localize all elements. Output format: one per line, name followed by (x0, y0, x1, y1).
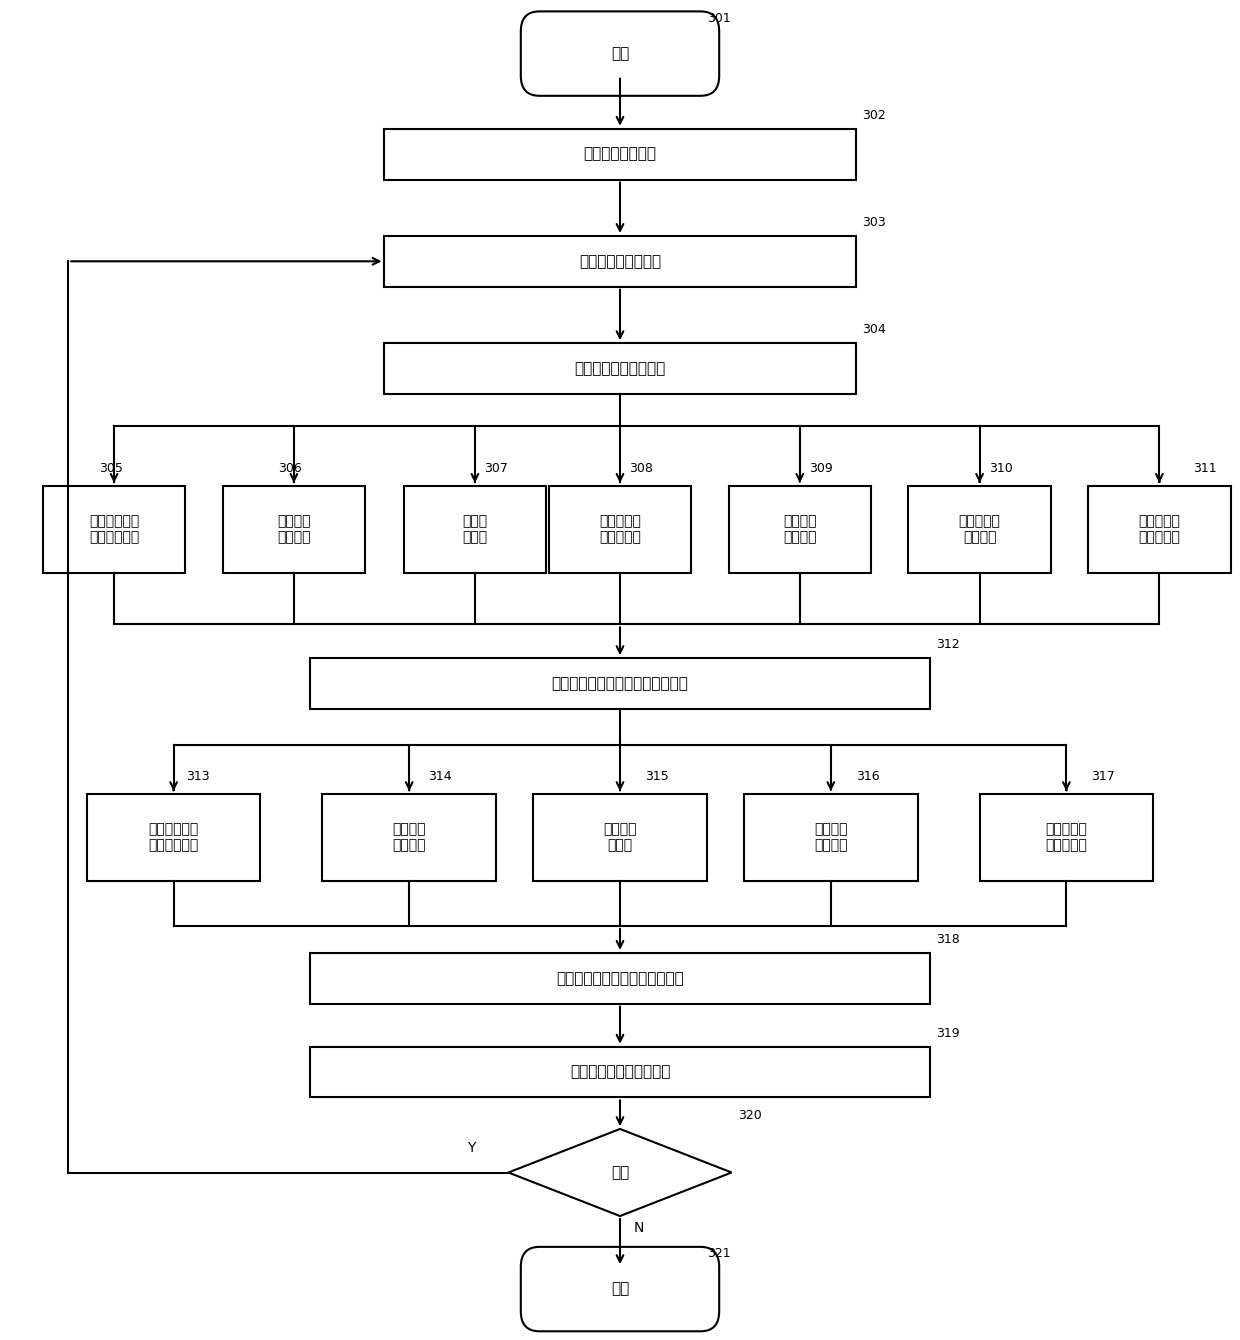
Text: 大气数据
系统仿真: 大气数据 系统仿真 (277, 515, 311, 544)
Bar (87, 793, 260, 882)
Bar (310, 658, 930, 709)
Text: 305: 305 (98, 462, 123, 476)
Text: 开始: 开始 (611, 46, 629, 62)
Bar (908, 486, 1052, 574)
Text: 314: 314 (428, 770, 451, 783)
Bar (384, 129, 856, 180)
Bar (223, 486, 365, 574)
Text: 320: 320 (738, 1110, 761, 1123)
Text: 设置各仿真模型的参数: 设置各仿真模型的参数 (574, 360, 666, 377)
Text: 读取仿真状态与参数: 读取仿真状态与参数 (579, 253, 661, 269)
Text: 306: 306 (278, 462, 303, 476)
Polygon shape (508, 1128, 732, 1217)
Text: 中央维护系
统设置仿真: 中央维护系 统设置仿真 (1138, 515, 1180, 544)
Text: 惯导系
统仿真: 惯导系 统仿真 (463, 515, 487, 544)
Bar (744, 793, 918, 882)
Text: 油门执行
机构仿真: 油门执行 机构仿真 (392, 823, 427, 852)
Text: 飞行状态
显示仿真: 飞行状态 显示仿真 (813, 823, 848, 852)
Text: 主飞行控制计
算机状态仿真: 主飞行控制计 算机状态仿真 (149, 823, 198, 852)
Bar (729, 486, 870, 574)
Text: 307: 307 (484, 462, 508, 476)
Bar (42, 486, 186, 574)
Bar (322, 793, 496, 882)
FancyBboxPatch shape (521, 12, 719, 96)
Text: 308: 308 (629, 462, 653, 476)
Text: 318: 318 (936, 933, 960, 946)
Text: 317: 317 (1091, 770, 1115, 783)
Text: 302: 302 (862, 109, 885, 122)
Bar (533, 793, 707, 882)
Text: 继续: 继续 (611, 1164, 629, 1181)
Text: 315: 315 (645, 770, 668, 783)
Text: 319: 319 (936, 1026, 960, 1040)
FancyBboxPatch shape (521, 1246, 719, 1332)
Text: 310: 310 (990, 462, 1013, 476)
Text: 301: 301 (707, 12, 730, 25)
Text: 发动机参数
系统仿真: 发动机参数 系统仿真 (959, 515, 1001, 544)
Bar (384, 343, 856, 394)
Text: 状态参数解析显示、分析: 状态参数解析显示、分析 (570, 1064, 670, 1080)
Text: 304: 304 (862, 323, 885, 336)
Bar (549, 486, 692, 574)
Text: 303: 303 (862, 216, 885, 229)
Text: 初始化信号接口板: 初始化信号接口板 (584, 146, 656, 162)
Text: N: N (634, 1221, 644, 1235)
Text: 设置自动飞行控制系统状态、参数: 设置自动飞行控制系统状态、参数 (552, 675, 688, 691)
Bar (310, 953, 930, 1004)
Text: 主飞行控制计
算机状态仿真: 主飞行控制计 算机状态仿真 (89, 515, 139, 544)
Bar (384, 236, 856, 287)
Bar (310, 1047, 930, 1097)
Text: 飞行管理
系统仿真: 飞行管理 系统仿真 (782, 515, 817, 544)
Text: 结束: 结束 (611, 1281, 629, 1297)
Text: 311: 311 (1193, 462, 1218, 476)
Text: 回传作动
器仿真: 回传作动 器仿真 (603, 823, 637, 852)
Text: 中央维护参
数显示仿真: 中央维护参 数显示仿真 (1045, 823, 1087, 852)
Bar (980, 793, 1153, 882)
Text: 313: 313 (186, 770, 210, 783)
Bar (1089, 486, 1230, 574)
Text: 低空无线电
高度表仿真: 低空无线电 高度表仿真 (599, 515, 641, 544)
Text: 309: 309 (808, 462, 833, 476)
Text: 321: 321 (707, 1248, 730, 1260)
Text: 312: 312 (936, 638, 960, 651)
Text: Y: Y (467, 1142, 475, 1155)
Bar (404, 486, 546, 574)
Text: 读取自动飞行控制系统状态参数: 读取自动飞行控制系统状态参数 (556, 970, 684, 986)
Text: 316: 316 (856, 770, 879, 783)
